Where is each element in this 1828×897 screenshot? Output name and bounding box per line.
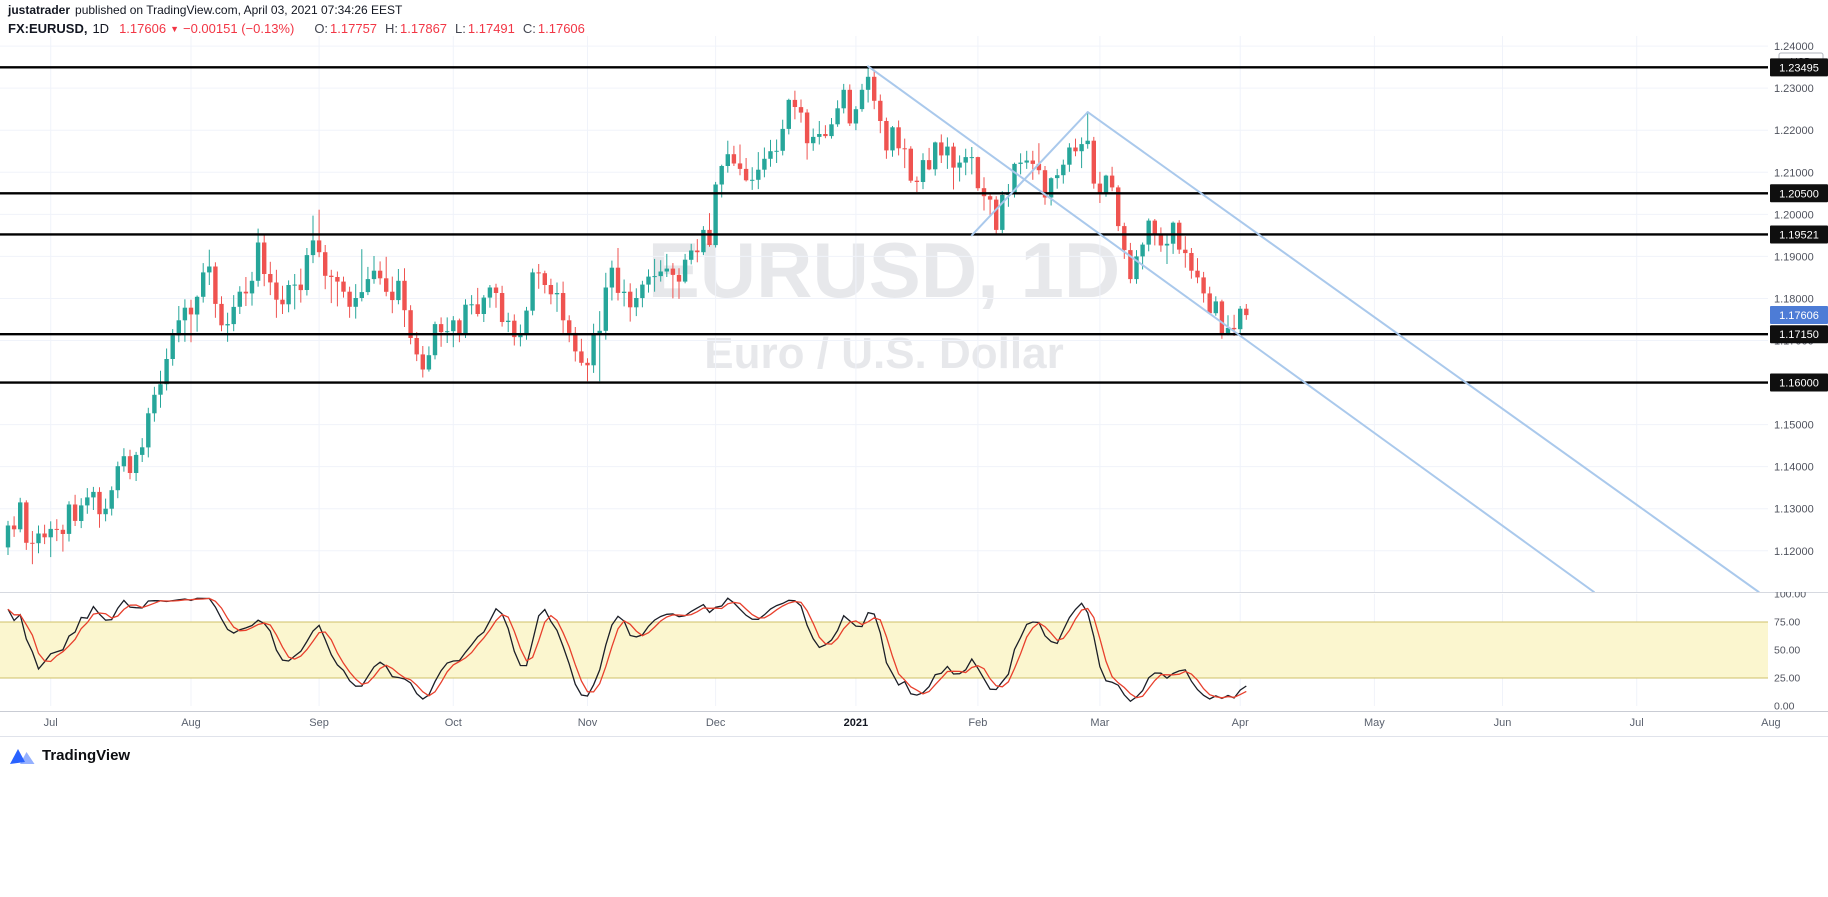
- svg-text:1.23000: 1.23000: [1774, 83, 1814, 95]
- time-axis-label: Nov: [577, 717, 598, 729]
- svg-text:1.20000: 1.20000: [1774, 209, 1814, 221]
- tradingview-logo-text: TradingView: [42, 746, 131, 764]
- level-price-badge: 1.16000: [1770, 373, 1828, 392]
- tradingview-logo[interactable]: TradingView: [10, 745, 130, 765]
- svg-text:1.24000: 1.24000: [1774, 41, 1814, 53]
- time-axis-label: Sep: [309, 717, 329, 729]
- horizontal-level-lines[interactable]: [0, 66, 1768, 384]
- svg-text:75.00: 75.00: [1774, 617, 1800, 629]
- last-price-value: 1.17606: [119, 21, 167, 36]
- time-axis-label: Jul: [1629, 717, 1644, 729]
- time-axis-label: May: [1364, 717, 1385, 729]
- svg-text:1.17150: 1.17150: [1779, 329, 1819, 341]
- stoch-d-line: [7, 597, 1247, 699]
- last-price-badge: 1.17606: [1770, 306, 1828, 325]
- stochastic-pane[interactable]: 100.00 75.00 50.00 25.00 0.00: [0, 592, 1828, 714]
- time-axis-label: Aug: [1761, 717, 1781, 729]
- down-triangle-icon: ▼: [170, 23, 179, 34]
- symbol-legend-bar: FX:EURUSD, 1D 1.17606 ▼ −0.00151 (−0.13%…: [0, 19, 1828, 37]
- svg-text:1.14000: 1.14000: [1774, 462, 1814, 474]
- time-axis-label: Dec: [705, 717, 726, 729]
- author-name[interactable]: justatrader: [8, 3, 71, 17]
- svg-text:1.20500: 1.20500: [1779, 188, 1819, 200]
- svg-text:1.19000: 1.19000: [1774, 251, 1814, 263]
- time-axis-label: Jun: [1493, 717, 1512, 729]
- svg-text:1.17606: 1.17606: [1779, 310, 1819, 322]
- time-axis-label: 2021: [843, 717, 869, 729]
- low-value: 1.17491: [467, 21, 515, 36]
- svg-text:1.22000: 1.22000: [1774, 125, 1814, 137]
- time-axis-label: Mar: [1090, 717, 1110, 729]
- price-change: −0.00151 (−0.13%): [183, 21, 295, 36]
- close-label: C:: [522, 21, 536, 36]
- trend-channel-lines[interactable]: [867, 65, 1760, 592]
- time-axis-label: Aug: [181, 717, 201, 729]
- candlesticks: [5, 67, 1249, 565]
- time-axis-label: Jul: [43, 717, 58, 729]
- svg-text:1.23495: 1.23495: [1779, 62, 1819, 74]
- level-price-badge: 1.19521: [1770, 225, 1828, 244]
- low-label: L:: [455, 21, 466, 36]
- svg-text:0.00: 0.00: [1774, 701, 1795, 713]
- publish-bar: justatrader published on TradingView.com,…: [0, 0, 1828, 21]
- footer: TradingView: [0, 736, 1828, 897]
- svg-text:1.15000: 1.15000: [1774, 420, 1814, 432]
- level-price-badge: 1.23495: [1770, 58, 1828, 77]
- price-axis-scale[interactable]: 1.24000 1.23000 1.22000 1.21000 1.20000 1.190…: [1770, 41, 1828, 558]
- close-value: 1.17606: [537, 21, 585, 36]
- svg-text:1.13000: 1.13000: [1774, 504, 1814, 516]
- stoch-k-line: [7, 597, 1247, 703]
- level-price-badge: 1.17150: [1770, 325, 1828, 344]
- svg-text:50.00: 50.00: [1774, 645, 1800, 657]
- svg-text:1.18000: 1.18000: [1774, 293, 1814, 305]
- tradingview-logo-icon: [10, 745, 35, 765]
- time-axis[interactable]: Jul Aug Sep Oct Nov Dec 2021 Feb Mar Apr May Jun Jul…: [0, 711, 1828, 737]
- svg-text:1.19521: 1.19521: [1779, 229, 1819, 241]
- high-label: H:: [385, 21, 399, 36]
- interval-label[interactable]: 1D: [92, 21, 110, 36]
- level-price-badge: 1.20500: [1770, 184, 1828, 203]
- high-value: 1.17867: [400, 21, 448, 36]
- svg-text:1.16000: 1.16000: [1779, 378, 1819, 390]
- symbol-name[interactable]: FX:EURUSD,: [8, 21, 88, 36]
- open-value: 1.17757: [330, 21, 378, 36]
- time-axis-label: Apr: [1231, 717, 1249, 729]
- time-axis-label: Feb: [968, 717, 988, 729]
- price-pane[interactable]: 1.24000 1.23000 1.22000 1.21000 1.20000 1.190…: [0, 36, 1828, 592]
- svg-text:1.21000: 1.21000: [1774, 167, 1814, 179]
- svg-text:25.00: 25.00: [1774, 673, 1800, 685]
- time-axis-label: Oct: [444, 717, 462, 729]
- svg-text:1.12000: 1.12000: [1774, 546, 1814, 558]
- publish-info: published on TradingView.com, April 03, …: [75, 3, 403, 17]
- open-label: O:: [314, 21, 329, 36]
- svg-text:100.00: 100.00: [1774, 592, 1806, 601]
- price-grid: [0, 36, 1768, 592]
